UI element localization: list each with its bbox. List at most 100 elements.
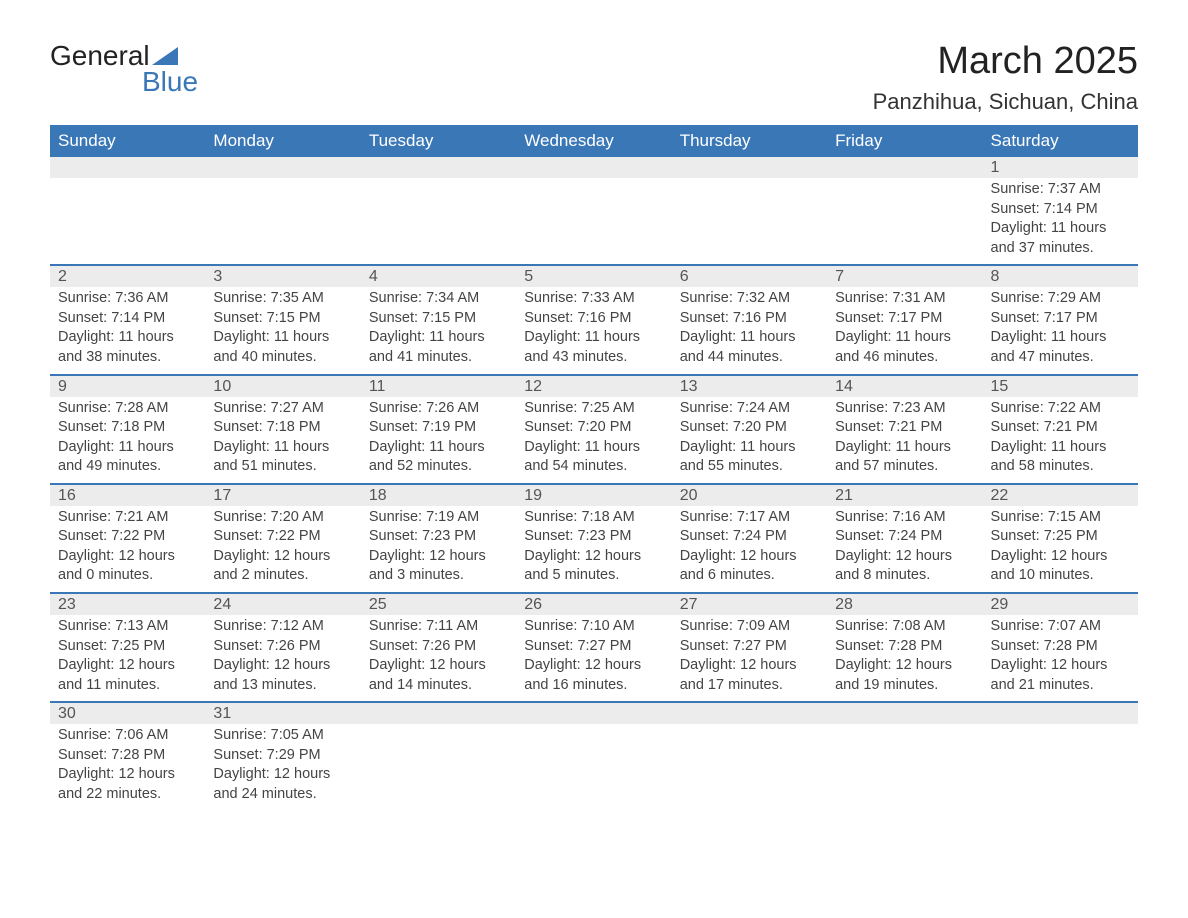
detail-row: Sunrise: 7:13 AMSunset: 7:25 PMDaylight:… xyxy=(50,615,1138,702)
sunset-text: Sunset: 7:27 PM xyxy=(524,637,663,657)
day-detail-cell: Sunrise: 7:07 AMSunset: 7:28 PMDaylight:… xyxy=(983,615,1138,702)
daylight-text-1: Daylight: 11 hours xyxy=(213,328,352,348)
day-detail-cell xyxy=(983,724,1138,810)
day-number-cell xyxy=(361,157,516,178)
sunset-text: Sunset: 7:18 PM xyxy=(58,418,197,438)
sunrise-text: Sunrise: 7:29 AM xyxy=(991,289,1130,309)
daylight-text-2: and 3 minutes. xyxy=(369,566,508,586)
detail-row: Sunrise: 7:28 AMSunset: 7:18 PMDaylight:… xyxy=(50,397,1138,484)
daylight-text-1: Daylight: 12 hours xyxy=(524,547,663,567)
daylight-text-2: and 11 minutes. xyxy=(58,676,197,696)
day-number-cell: 5 xyxy=(516,265,671,287)
sunrise-text: Sunrise: 7:23 AM xyxy=(835,399,974,419)
day-number-cell: 11 xyxy=(361,375,516,397)
day-detail-cell: Sunrise: 7:24 AMSunset: 7:20 PMDaylight:… xyxy=(672,397,827,484)
daylight-text-2: and 43 minutes. xyxy=(524,348,663,368)
daylight-text-1: Daylight: 11 hours xyxy=(835,328,974,348)
day-header: Monday xyxy=(205,125,360,157)
day-header: Sunday xyxy=(50,125,205,157)
sunset-text: Sunset: 7:20 PM xyxy=(680,418,819,438)
daylight-text-1: Daylight: 12 hours xyxy=(991,547,1130,567)
sunrise-text: Sunrise: 7:24 AM xyxy=(680,399,819,419)
daylight-text-2: and 49 minutes. xyxy=(58,457,197,477)
day-number-cell: 4 xyxy=(361,265,516,287)
sunset-text: Sunset: 7:26 PM xyxy=(369,637,508,657)
day-number-cell: 17 xyxy=(205,484,360,506)
logo-text-top: General xyxy=(50,40,150,72)
calendar-table: SundayMondayTuesdayWednesdayThursdayFrid… xyxy=(50,125,1138,811)
daylight-text-2: and 5 minutes. xyxy=(524,566,663,586)
header: General Blue March 2025 Panzhihua, Sichu… xyxy=(50,40,1138,115)
sunrise-text: Sunrise: 7:11 AM xyxy=(369,617,508,637)
daylight-text-1: Daylight: 12 hours xyxy=(835,547,974,567)
day-detail-cell: Sunrise: 7:13 AMSunset: 7:25 PMDaylight:… xyxy=(50,615,205,702)
sunset-text: Sunset: 7:17 PM xyxy=(835,309,974,329)
day-detail-cell xyxy=(827,178,982,265)
day-number-cell: 30 xyxy=(50,702,205,724)
sunset-text: Sunset: 7:26 PM xyxy=(213,637,352,657)
daylight-text-1: Daylight: 12 hours xyxy=(835,656,974,676)
sunset-text: Sunset: 7:17 PM xyxy=(991,309,1130,329)
day-number-cell xyxy=(983,702,1138,724)
daylight-text-2: and 57 minutes. xyxy=(835,457,974,477)
day-number-cell: 29 xyxy=(983,593,1138,615)
day-number-cell: 28 xyxy=(827,593,982,615)
day-detail-cell: Sunrise: 7:31 AMSunset: 7:17 PMDaylight:… xyxy=(827,287,982,374)
day-detail-cell: Sunrise: 7:18 AMSunset: 7:23 PMDaylight:… xyxy=(516,506,671,593)
day-detail-cell: Sunrise: 7:27 AMSunset: 7:18 PMDaylight:… xyxy=(205,397,360,484)
daylight-text-2: and 24 minutes. xyxy=(213,785,352,805)
sunset-text: Sunset: 7:21 PM xyxy=(991,418,1130,438)
sunset-text: Sunset: 7:21 PM xyxy=(835,418,974,438)
day-header: Tuesday xyxy=(361,125,516,157)
day-detail-cell: Sunrise: 7:20 AMSunset: 7:22 PMDaylight:… xyxy=(205,506,360,593)
sunrise-text: Sunrise: 7:10 AM xyxy=(524,617,663,637)
daylight-text-2: and 19 minutes. xyxy=(835,676,974,696)
day-number-cell: 12 xyxy=(516,375,671,397)
sunrise-text: Sunrise: 7:15 AM xyxy=(991,508,1130,528)
title-block: March 2025 Panzhihua, Sichuan, China xyxy=(873,40,1138,115)
detail-row: Sunrise: 7:37 AMSunset: 7:14 PMDaylight:… xyxy=(50,178,1138,265)
day-number-cell: 9 xyxy=(50,375,205,397)
day-number-cell: 3 xyxy=(205,265,360,287)
daylight-text-1: Daylight: 12 hours xyxy=(680,656,819,676)
day-detail-cell xyxy=(205,178,360,265)
detail-row: Sunrise: 7:36 AMSunset: 7:14 PMDaylight:… xyxy=(50,287,1138,374)
day-number-cell: 20 xyxy=(672,484,827,506)
daynum-row: 3031 xyxy=(50,702,1138,724)
daylight-text-2: and 17 minutes. xyxy=(680,676,819,696)
sunset-text: Sunset: 7:19 PM xyxy=(369,418,508,438)
day-detail-cell xyxy=(361,724,516,810)
sunset-text: Sunset: 7:23 PM xyxy=(369,527,508,547)
day-header: Friday xyxy=(827,125,982,157)
day-number-cell: 24 xyxy=(205,593,360,615)
day-number-cell xyxy=(672,157,827,178)
daylight-text-1: Daylight: 11 hours xyxy=(991,438,1130,458)
day-number-cell xyxy=(827,702,982,724)
logo: General Blue xyxy=(50,40,198,98)
daylight-text-1: Daylight: 12 hours xyxy=(58,656,197,676)
sunset-text: Sunset: 7:22 PM xyxy=(58,527,197,547)
daylight-text-1: Daylight: 12 hours xyxy=(680,547,819,567)
sunset-text: Sunset: 7:23 PM xyxy=(524,527,663,547)
detail-row: Sunrise: 7:06 AMSunset: 7:28 PMDaylight:… xyxy=(50,724,1138,810)
sunset-text: Sunset: 7:28 PM xyxy=(835,637,974,657)
day-number-cell: 15 xyxy=(983,375,1138,397)
day-detail-cell: Sunrise: 7:09 AMSunset: 7:27 PMDaylight:… xyxy=(672,615,827,702)
day-detail-cell: Sunrise: 7:37 AMSunset: 7:14 PMDaylight:… xyxy=(983,178,1138,265)
daylight-text-1: Daylight: 11 hours xyxy=(369,328,508,348)
day-detail-cell: Sunrise: 7:17 AMSunset: 7:24 PMDaylight:… xyxy=(672,506,827,593)
day-number-cell xyxy=(205,157,360,178)
day-number-cell: 7 xyxy=(827,265,982,287)
daynum-row: 2345678 xyxy=(50,265,1138,287)
day-detail-cell: Sunrise: 7:08 AMSunset: 7:28 PMDaylight:… xyxy=(827,615,982,702)
sunrise-text: Sunrise: 7:26 AM xyxy=(369,399,508,419)
sunset-text: Sunset: 7:27 PM xyxy=(680,637,819,657)
daylight-text-1: Daylight: 12 hours xyxy=(369,656,508,676)
daylight-text-2: and 13 minutes. xyxy=(213,676,352,696)
sunrise-text: Sunrise: 7:13 AM xyxy=(58,617,197,637)
daylight-text-1: Daylight: 12 hours xyxy=(213,547,352,567)
daylight-text-2: and 14 minutes. xyxy=(369,676,508,696)
day-detail-cell: Sunrise: 7:11 AMSunset: 7:26 PMDaylight:… xyxy=(361,615,516,702)
daylight-text-1: Daylight: 11 hours xyxy=(835,438,974,458)
sunrise-text: Sunrise: 7:21 AM xyxy=(58,508,197,528)
